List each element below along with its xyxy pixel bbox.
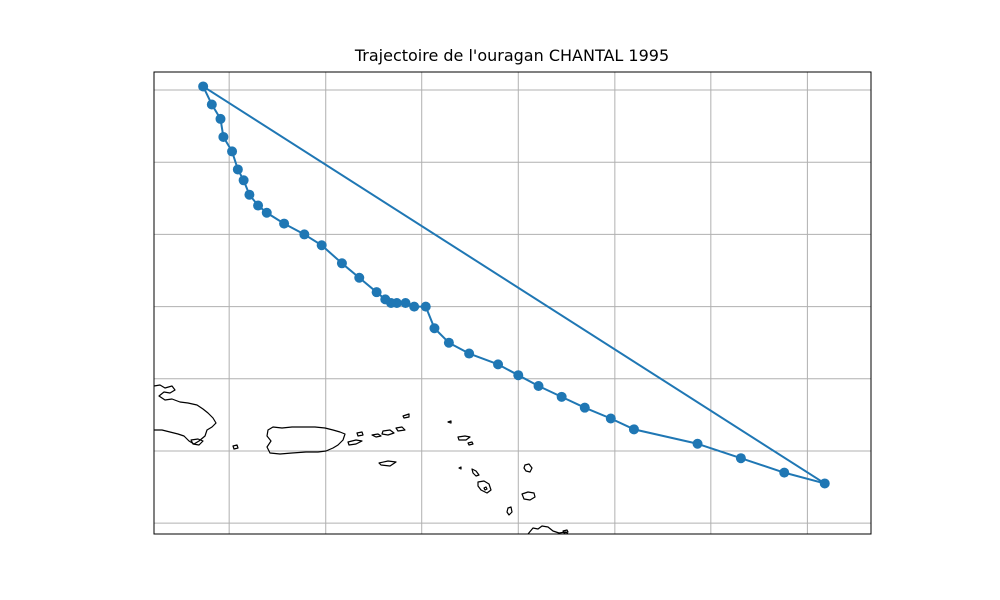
track-point bbox=[299, 229, 310, 240]
track-point bbox=[279, 218, 290, 229]
track-point bbox=[371, 287, 382, 298]
track-point bbox=[556, 391, 567, 402]
coastline-culebra bbox=[356, 431, 364, 437]
track-point bbox=[420, 301, 431, 312]
coastlines bbox=[154, 384, 569, 534]
track-point bbox=[779, 467, 790, 478]
track-point bbox=[380, 294, 391, 305]
track-layer bbox=[198, 81, 830, 489]
track-point bbox=[628, 424, 639, 435]
coastline-virgin-islands-1 bbox=[371, 433, 382, 438]
track-point bbox=[215, 113, 226, 124]
track-point bbox=[409, 301, 420, 312]
coastline-barbuda bbox=[523, 463, 533, 473]
track-point bbox=[227, 146, 238, 157]
track-point bbox=[253, 200, 264, 211]
track-point bbox=[244, 189, 255, 200]
coastline-st-kitts bbox=[471, 468, 480, 477]
track-point bbox=[735, 453, 746, 464]
coastline-saba bbox=[458, 466, 462, 470]
track-point bbox=[206, 99, 217, 110]
coastline-virgin-islands-3 bbox=[395, 426, 406, 432]
track-point bbox=[443, 337, 454, 348]
coastline-mona bbox=[232, 444, 239, 450]
coastline-st-martin bbox=[457, 435, 471, 441]
coastline-puerto-rico bbox=[266, 426, 346, 455]
track-point bbox=[198, 81, 209, 92]
coastline-virgin-islands-2 bbox=[381, 429, 395, 436]
track-point bbox=[316, 240, 327, 251]
coastline-st-barths bbox=[467, 441, 474, 446]
track-point bbox=[464, 348, 475, 359]
coastline-nevis bbox=[477, 480, 492, 494]
track-point bbox=[354, 272, 365, 283]
track-point bbox=[493, 359, 504, 370]
grid-layer bbox=[154, 72, 871, 534]
track-point bbox=[605, 413, 616, 424]
track-point bbox=[238, 175, 249, 186]
track-point bbox=[819, 478, 830, 489]
track-point bbox=[218, 131, 229, 142]
coastline-hispaniola bbox=[154, 384, 217, 445]
track-point bbox=[232, 164, 243, 175]
track-point bbox=[429, 323, 440, 334]
track-point bbox=[533, 381, 544, 392]
coastline-antigua bbox=[521, 491, 536, 501]
track-point bbox=[261, 207, 272, 218]
coastline-guadeloupe bbox=[527, 525, 569, 534]
coastline-anegada bbox=[402, 413, 410, 419]
coastline-hispaniola-islet bbox=[190, 438, 204, 446]
coastline-st-croix bbox=[378, 460, 397, 467]
track-point bbox=[336, 258, 347, 269]
chart-title: Trajectoire de l'ouragan CHANTAL 1995 bbox=[354, 46, 670, 65]
track-closing-line bbox=[202, 85, 826, 485]
coastline-anguilla bbox=[447, 420, 452, 424]
track-point bbox=[579, 402, 590, 413]
plot-frame bbox=[153, 71, 872, 535]
track-point bbox=[692, 438, 703, 449]
coastline-montserrat bbox=[506, 506, 513, 516]
coastline-edge-islet bbox=[483, 486, 488, 491]
coastline-la-desirade bbox=[562, 529, 569, 534]
track-point bbox=[400, 298, 411, 308]
coastline-vieques bbox=[347, 439, 363, 446]
track-point bbox=[513, 370, 524, 381]
